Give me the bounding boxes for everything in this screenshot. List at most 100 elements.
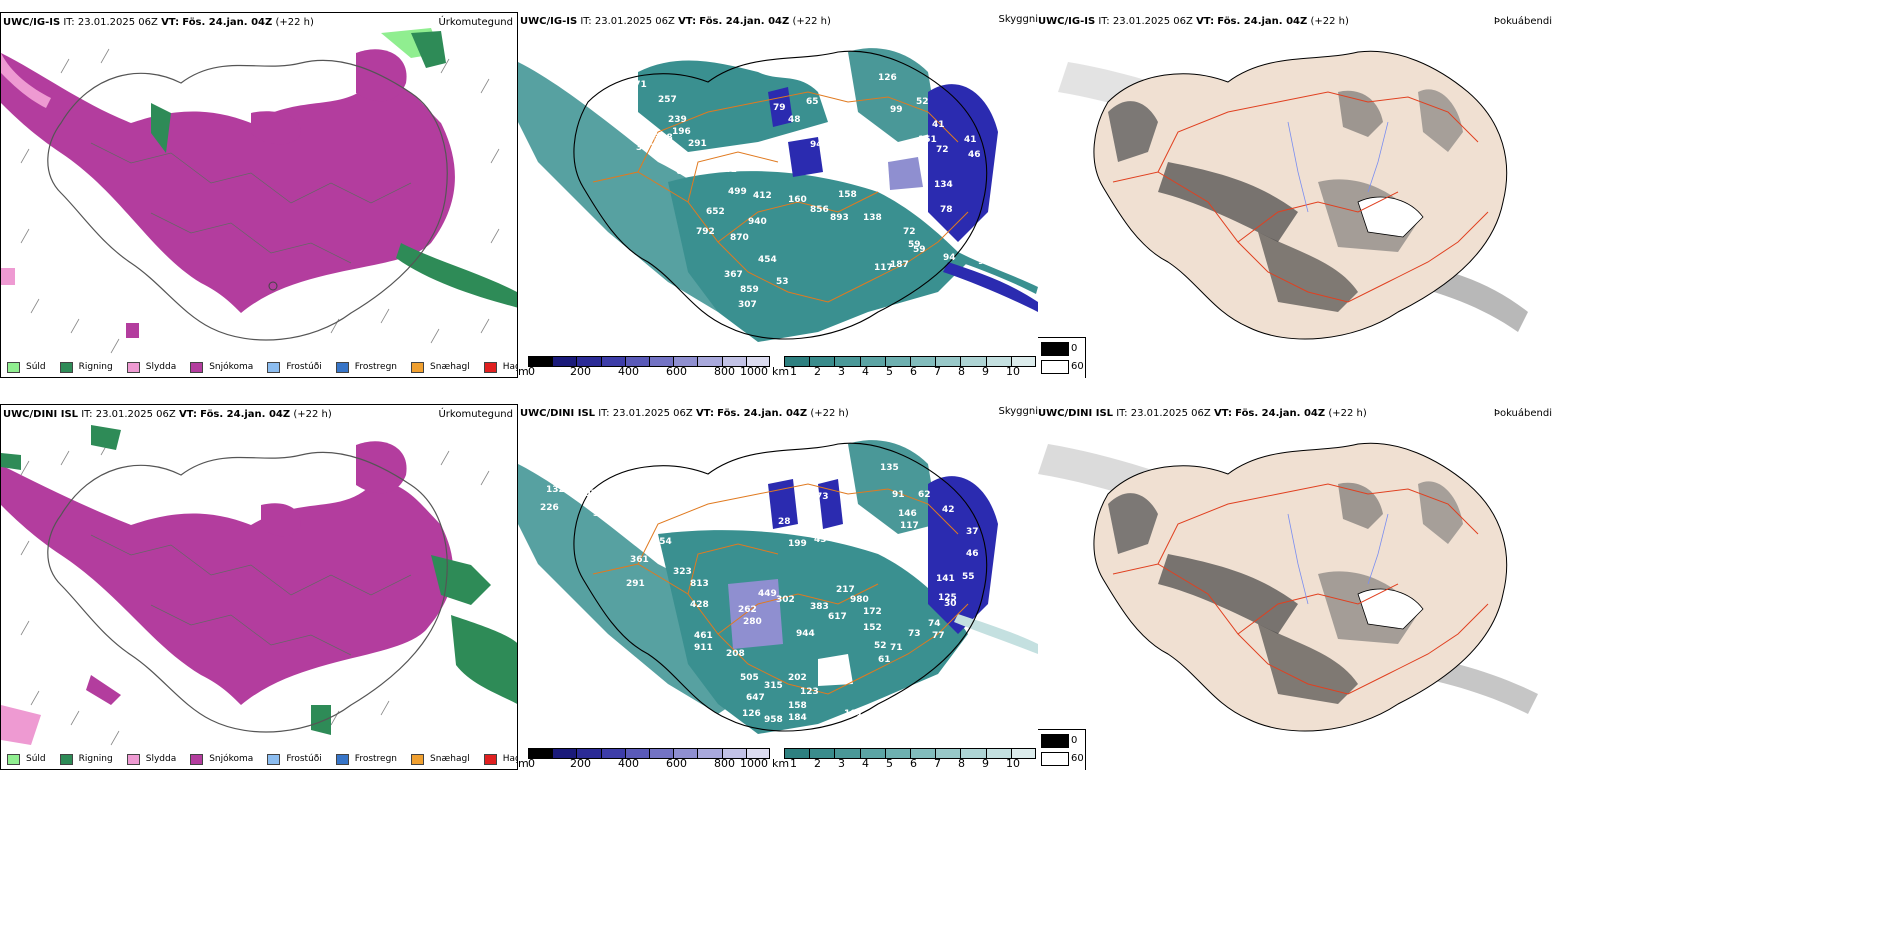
colorbar-segment — [601, 749, 626, 758]
colorbar-segment — [722, 749, 747, 758]
ceiling-label: 52 — [874, 641, 887, 651]
ceiling-label: 217 — [836, 585, 855, 595]
visibility-colorbar — [784, 748, 1036, 759]
ceiling-label: 73 — [908, 629, 921, 639]
it-value: 23.01.2025 06Z — [1130, 408, 1211, 419]
ceiling-label: 187 — [890, 260, 909, 270]
ceiling-labels-row1: 271 257 126 99 52 41 151 72 46 41 78 134… — [610, 73, 991, 310]
ceiling-label: 141 — [936, 574, 955, 584]
ceiling-label: 449 — [758, 589, 777, 599]
colorbar-segment — [860, 357, 886, 366]
panel-title: UWC/DINI ISL IT: 23.01.2025 06Z VT: Fös.… — [1038, 408, 1367, 420]
ceiling-label: 55 — [962, 572, 975, 582]
ceiling-label: 546 — [658, 153, 677, 163]
ceiling-label: 946 — [810, 140, 829, 150]
vt-value: Fös. 24.jan. 04Z — [1217, 16, 1308, 27]
ceiling-label: 72 — [903, 227, 916, 237]
ceiling-label: 146 — [898, 509, 917, 519]
it-value: 23.01.2025 06Z — [594, 16, 675, 27]
ceiling-label: 226 — [540, 503, 559, 513]
ceiling-label: 813 — [690, 579, 709, 589]
legend-swatch — [59, 753, 73, 765]
ceiling-label: 254 — [653, 537, 672, 547]
colorbar-segment — [835, 749, 861, 758]
ceiling-label: 958 — [764, 715, 783, 725]
ceiling-label: 202 — [788, 673, 807, 683]
fog-scale-row2: 0 60 — [1038, 729, 1086, 770]
legend-swatch — [267, 361, 281, 373]
ceiling-label: 116 — [906, 195, 925, 205]
vt-value: Fös. 24.jan. 04Z — [200, 409, 291, 420]
visibility-unit: km — [772, 757, 790, 770]
ceiling-label: 158 — [788, 701, 807, 711]
colorbar-segment — [911, 357, 937, 366]
fog-swatch-high — [1041, 342, 1069, 356]
ceiling-label: 196 — [672, 127, 691, 137]
ceiling-label: 37 — [966, 527, 979, 537]
ceiling-label: 337 — [613, 105, 632, 115]
colorbar-segment — [885, 357, 912, 366]
visibility-tick: 9 — [982, 365, 989, 378]
ceiling-label: 43 — [814, 535, 827, 545]
colorbar-segment — [911, 749, 937, 758]
legend-swatch — [190, 361, 204, 373]
ceiling-label: 138 — [863, 213, 882, 223]
ceiling-colorbar-row1: m 0 200 400 600 800 1000 km 1 2 3 4 5 6 … — [518, 356, 1038, 378]
vt-value: Fös. 24.jan. 04Z — [182, 17, 273, 28]
rivers — [1287, 513, 1389, 605]
it-value: 23.01.2025 06Z — [1112, 16, 1193, 27]
colorbar-segment — [986, 749, 1012, 758]
colorbar-segment — [785, 749, 811, 758]
legend-swatch — [59, 361, 73, 373]
vt-label: VT: — [161, 17, 180, 28]
model-name: UWC/DINI ISL — [1038, 408, 1114, 419]
precip-panel-row2: UWC/DINI ISL IT: 23.01.2025 06Z VT: Fös.… — [0, 404, 518, 770]
legend-swatch — [267, 753, 281, 765]
legend-swatch — [483, 753, 497, 765]
ceiling-label: 61 — [878, 655, 891, 665]
ceiling-panel-row1: 271 257 126 99 52 41 151 72 46 41 78 134… — [518, 12, 1038, 378]
ceiling-label: 361 — [630, 555, 649, 565]
legend-item: Snæhagl — [411, 753, 470, 765]
ceiling-label: 41 — [964, 135, 977, 145]
ceiling-colorbar — [528, 356, 770, 367]
ceiling-label: 78 — [940, 205, 953, 215]
ceiling-label: 870 — [730, 233, 749, 243]
ceiling-label: 279 — [593, 495, 612, 505]
colorbar-segment — [785, 357, 811, 366]
precip-map-row1 — [1, 13, 517, 377]
colorbar-segment — [936, 357, 962, 366]
colorbar-segment — [553, 749, 578, 758]
colorbar-segment — [961, 749, 987, 758]
visibility-tick: 1 — [790, 757, 797, 770]
ceiling-label: 71 — [890, 643, 903, 653]
ceiling-label: 980 — [850, 595, 869, 605]
ceiling-label: 199 — [788, 539, 807, 549]
fog-map-row1 — [1058, 50, 1528, 340]
ceiling-label: 65 — [806, 97, 819, 107]
ceiling-label: 41 — [932, 120, 945, 130]
visibility-tick: 7 — [934, 757, 941, 770]
ceiling-label: 339 — [593, 509, 612, 519]
road-network — [1112, 91, 1489, 303]
colorbar-segment — [722, 357, 747, 366]
ceiling-label: 59 — [908, 240, 921, 250]
visibility-tick: 6 — [910, 757, 917, 770]
ceiling-label: 315 — [764, 681, 783, 691]
legend-item: Frostregn — [335, 361, 397, 373]
iceland-land — [1093, 442, 1508, 732]
ceiling-label: 126 — [742, 709, 761, 719]
colorbar-segment — [810, 749, 836, 758]
iceland-land — [1093, 50, 1508, 340]
ceiling-label: 73 — [816, 492, 829, 502]
it-label: IT: — [1116, 408, 1128, 419]
precip-legend: Súld Rigning Slydda Snjókoma Frostúði Fr… — [1, 356, 517, 377]
ceiling-label: 46 — [968, 150, 981, 160]
ceiling-label: 74 — [928, 619, 941, 629]
precip-panel-row1: UWC/IG-IS IT: 23.01.2025 06Z VT: Fös. 24… — [0, 12, 518, 378]
ceiling-label: 499 — [728, 187, 747, 197]
wind-barbs — [20, 440, 490, 746]
colorbar-segment — [577, 357, 602, 366]
ceiling-label: 940 — [748, 217, 767, 227]
ceiling-unit: m — [518, 365, 529, 378]
